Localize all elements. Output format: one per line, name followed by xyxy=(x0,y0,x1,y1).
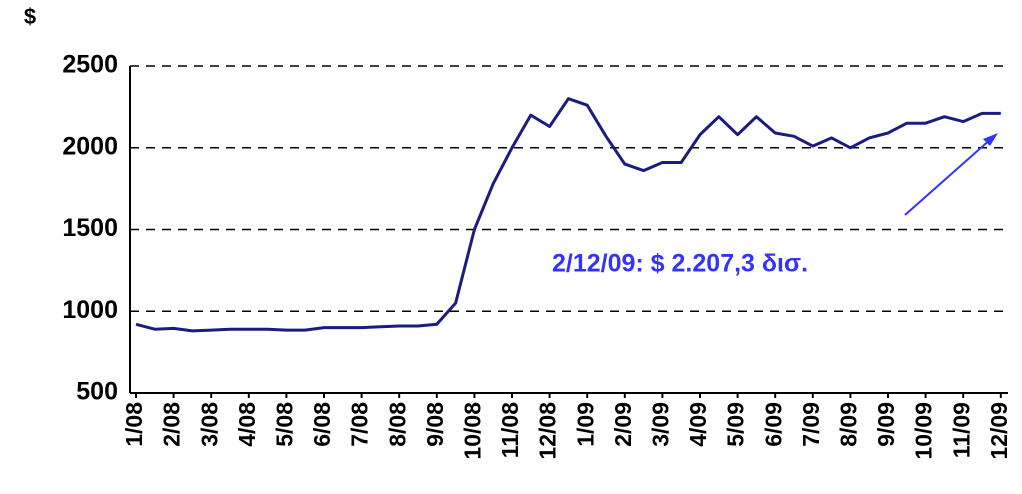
data-line xyxy=(135,97,1001,333)
x-tick-label: 1/09 xyxy=(572,402,598,447)
x-tick-label: 10/08 xyxy=(459,402,485,460)
x-tick-label: 12/08 xyxy=(535,402,561,460)
x-tick-label: 2/09 xyxy=(610,402,636,447)
x-tick-label: 6/09 xyxy=(760,402,786,447)
y-tick-label: 500 xyxy=(76,378,118,406)
x-tick-label: 9/08 xyxy=(422,402,448,447)
x-tick-label: 5/08 xyxy=(271,402,297,447)
x-tick-label: 11/09 xyxy=(948,402,974,458)
y-tick-label: 2000 xyxy=(62,132,118,160)
x-tick-label: 6/08 xyxy=(309,402,335,447)
y-tick-label: 1500 xyxy=(62,214,118,242)
x-tick-label: 11/08 xyxy=(497,402,523,458)
x-tick-label: 4/08 xyxy=(234,402,260,447)
x-tick-label: 10/09 xyxy=(911,402,937,460)
x-tick-label: 1/08 xyxy=(121,402,147,447)
x-tick-label: 2/08 xyxy=(159,402,185,447)
annotation: 2/12/09: $ 2.207,3 δισ. xyxy=(552,250,808,278)
y-axis-label: $ xyxy=(24,4,36,29)
x-tick-label: 3/08 xyxy=(196,402,222,447)
x-tick-label: 12/09 xyxy=(986,402,1012,460)
y-tick-label: 2500 xyxy=(62,51,118,79)
x-tick-label: 7/09 xyxy=(798,402,824,447)
y-tick-label: 1000 xyxy=(62,296,118,324)
arrow-head xyxy=(983,133,998,146)
x-tick-label: 9/09 xyxy=(873,402,899,447)
x-tick-label: 8/08 xyxy=(384,402,410,447)
x-tick-label: 3/09 xyxy=(647,402,673,447)
x-tick-label: 4/09 xyxy=(685,402,711,447)
annotation-arrow xyxy=(904,137,993,216)
x-tick-label: 7/08 xyxy=(347,402,373,447)
x-tick-label: 5/09 xyxy=(723,402,749,447)
x-tick-label: 8/09 xyxy=(835,402,861,447)
